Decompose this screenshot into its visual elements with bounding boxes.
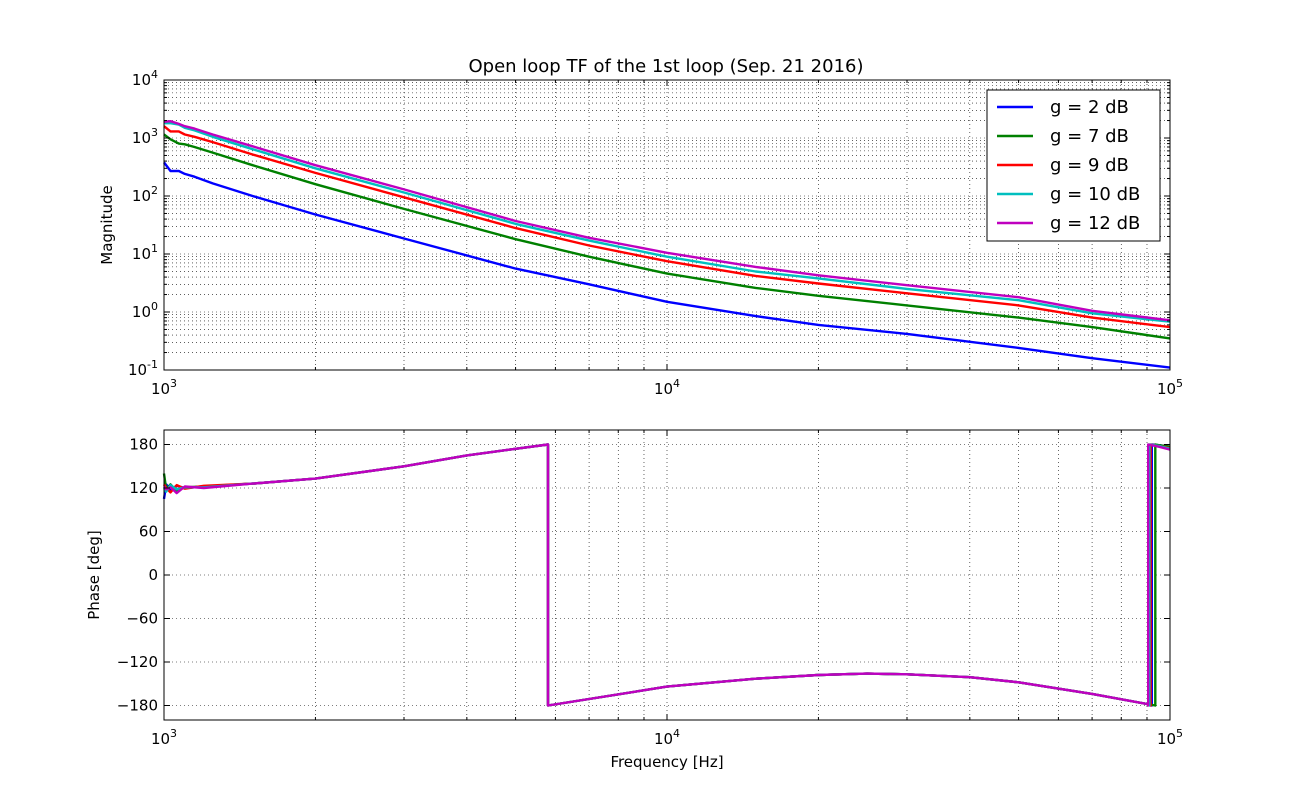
phase-y-tick-label: 180 xyxy=(129,436,158,454)
legend-label-g-10-db: g = 10 dB xyxy=(1050,184,1140,205)
legend-label-g-12-db: g = 12 dB xyxy=(1050,213,1140,234)
magnitude-y-tick-label: 104 xyxy=(132,68,158,89)
phase-y-tick-label: 120 xyxy=(129,479,158,497)
phase-grid xyxy=(164,430,1170,720)
magnitude-y-axis-label: Magnitude xyxy=(98,185,116,264)
magnitude-series-g-9-db xyxy=(163,125,1171,329)
magnitude-y-tick-label: 100 xyxy=(132,300,158,321)
phase-x-tick-label: 103 xyxy=(151,727,177,748)
magnitude-y-tick-label: 102 xyxy=(132,184,158,205)
legend-label-g-2-db: g = 2 dB xyxy=(1050,97,1129,118)
magnitude-x-tick-label: 103 xyxy=(151,377,177,398)
magnitude-y-tick-label: 101 xyxy=(132,242,158,263)
magnitude-x-tick-label: 104 xyxy=(654,377,680,398)
x-axis-label: Frequency [Hz] xyxy=(610,753,723,771)
phase-y-tick-label: 60 xyxy=(139,523,158,541)
magnitude-series-g-10-db xyxy=(164,121,1171,323)
magnitude-y-tick-label: 10-1 xyxy=(128,358,158,379)
phase-y-axis-label: Phase [deg] xyxy=(85,530,103,620)
magnitude-series xyxy=(163,119,1171,369)
chart-title: Open loop TF of the 1st loop (Sep. 21 20… xyxy=(468,56,863,77)
phase-series-g-12-db xyxy=(163,443,1171,707)
legend: g = 2 dB g = 7 dB g = 9 dB g = 10 dB g = 12 … xyxy=(986,89,1161,242)
phase-plot: 180 120 60 0 −60 −120 −180 103 104 105 Phase [deg… xyxy=(85,429,1183,771)
phase-y-tick-label: 0 xyxy=(148,566,158,584)
magnitude-y-tick-label: 103 xyxy=(132,126,158,147)
phase-x-tick-label: 104 xyxy=(654,727,680,748)
magnitude-series-g-12-db xyxy=(163,119,1171,322)
phase-series xyxy=(162,443,1171,707)
magnitude-series-g-2-db xyxy=(163,161,1171,369)
legend-label-g-7-db: g = 7 dB xyxy=(1050,126,1129,147)
phase-ticks: 180 120 60 0 −60 −120 −180 103 104 105 xyxy=(117,430,1183,748)
phase-y-tick-label: −180 xyxy=(117,697,158,715)
magnitude-x-tick-label: 105 xyxy=(1157,377,1183,398)
magnitude-ticks: 10-1 100 101 102 103 104 103 104 105 xyxy=(128,68,1183,398)
magnitude-plot: 10-1 100 101 102 103 104 103 104 105 Magnitude g… xyxy=(98,68,1183,398)
phase-y-tick-label: −120 xyxy=(117,653,158,671)
phase-y-tick-label: −60 xyxy=(126,610,158,628)
phase-x-tick-label: 105 xyxy=(1157,727,1183,748)
magnitude-series-g-7-db xyxy=(163,133,1171,340)
legend-label-g-9-db: g = 9 dB xyxy=(1050,155,1129,176)
